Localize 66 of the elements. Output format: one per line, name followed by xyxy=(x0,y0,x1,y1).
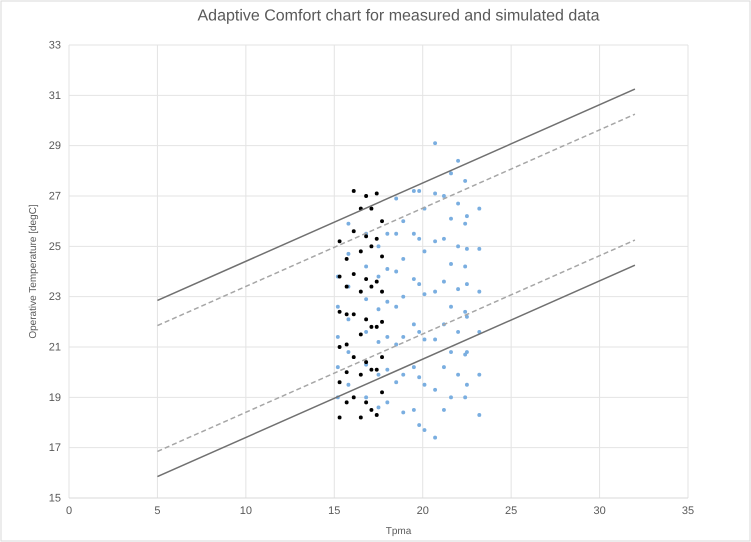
point xyxy=(364,194,368,198)
point xyxy=(380,390,384,394)
point xyxy=(380,219,384,224)
point xyxy=(374,368,379,372)
point xyxy=(352,189,356,193)
point xyxy=(380,355,384,360)
x-tick-label: 0 xyxy=(66,504,72,517)
y-tick-label: 29 xyxy=(48,140,61,152)
point xyxy=(352,229,356,234)
point xyxy=(338,239,342,244)
point xyxy=(352,272,356,276)
x-tick-label: 5 xyxy=(154,504,160,517)
point xyxy=(369,408,374,412)
point xyxy=(364,234,368,238)
point xyxy=(369,368,374,372)
point xyxy=(352,355,356,360)
point xyxy=(374,413,379,417)
y-tick-label: 23 xyxy=(48,291,61,304)
point xyxy=(338,416,342,420)
point xyxy=(358,416,363,420)
point xyxy=(344,256,349,261)
point xyxy=(352,312,356,316)
point xyxy=(352,395,356,400)
point xyxy=(374,324,379,329)
point xyxy=(338,310,342,314)
y-tick-label: 15 xyxy=(48,492,61,505)
point xyxy=(364,360,368,364)
point xyxy=(374,280,379,284)
point xyxy=(369,324,374,329)
y-tick-label: 25 xyxy=(48,240,61,253)
point xyxy=(374,236,379,241)
point xyxy=(374,192,379,196)
point xyxy=(358,290,363,294)
y-tick-label: 21 xyxy=(48,342,61,354)
y-tick-label: 31 xyxy=(48,90,61,102)
y-tick-label: 33 xyxy=(48,40,61,52)
point xyxy=(358,372,363,377)
point xyxy=(380,320,384,324)
point xyxy=(358,249,363,254)
point xyxy=(364,400,368,404)
x-tick-label: 15 xyxy=(328,504,340,517)
point xyxy=(364,277,368,281)
point xyxy=(338,345,342,349)
chart-title: Adaptive Comfort chart for measured and simulated data xyxy=(198,7,600,24)
point xyxy=(380,254,384,258)
x-axis-title: Tpma xyxy=(386,526,412,537)
x-tick-label: 30 xyxy=(593,504,606,517)
point xyxy=(369,244,374,248)
y-tick-label: 27 xyxy=(48,190,61,203)
point xyxy=(344,342,349,346)
point xyxy=(358,332,363,336)
y-tick-label: 17 xyxy=(48,442,61,454)
point xyxy=(338,380,342,384)
point xyxy=(344,312,349,316)
x-tick-label: 35 xyxy=(682,504,694,517)
x-tick-label: 20 xyxy=(416,504,429,517)
y-tick-label: 19 xyxy=(48,392,61,404)
point xyxy=(344,400,349,404)
y-axis-title: Operative Temperature [degC] xyxy=(28,204,39,339)
point xyxy=(344,370,349,374)
point xyxy=(369,206,374,211)
point xyxy=(364,317,368,322)
x-tick-label: 10 xyxy=(240,504,252,517)
point xyxy=(369,284,374,289)
point xyxy=(380,290,384,294)
x-tick-label: 25 xyxy=(505,504,518,517)
